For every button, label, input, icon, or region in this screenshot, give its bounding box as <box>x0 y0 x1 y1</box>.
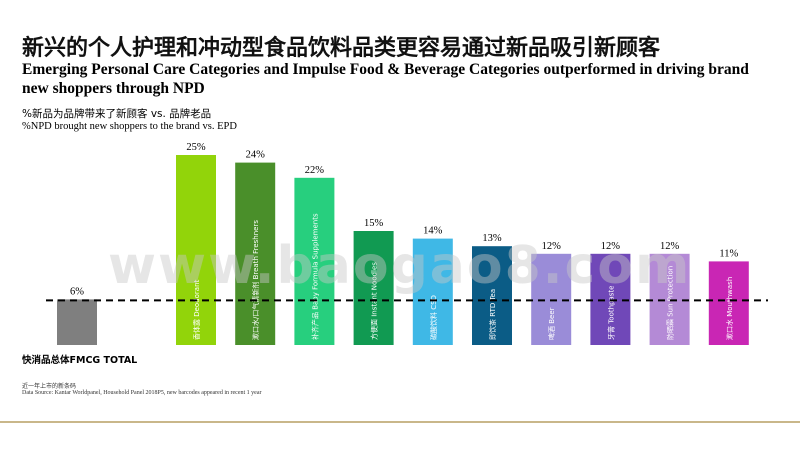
bar-5 <box>412 238 453 345</box>
bar-1 <box>176 155 216 345</box>
footnote-cn: 近一年上市的新条码 <box>22 383 77 390</box>
bar-category-label-9: 防晒霜 Sun Protection <box>666 266 675 340</box>
bottom-divider <box>0 421 800 423</box>
bar-category-label-1: 香体露 Deodorant <box>192 279 201 340</box>
bar-value-label-3: 22% <box>305 165 325 176</box>
bar-value-label-0: 6% <box>70 286 84 297</box>
bar-value-label-7: 12% <box>542 241 562 252</box>
bar-category-label-7: 啤酒 Beer <box>547 307 556 340</box>
bar-3 <box>294 177 335 345</box>
bar-value-label-4: 15% <box>364 218 384 229</box>
bar-value-label-10: 11% <box>719 248 738 259</box>
fmcg-total-label: 快消品总体FMCG TOTAL <box>22 355 138 366</box>
bar-2 <box>235 162 276 345</box>
data-source-note: Data Source: Kantar Worldpanel, Househol… <box>22 390 262 396</box>
bar-value-label-2: 24% <box>246 150 266 161</box>
bar-4 <box>353 231 394 345</box>
bar-value-label-6: 13% <box>482 233 502 244</box>
page-title-cn: 新兴的个人护理和冲动型食品饮料品类更容易通过新品吸引新顾客 <box>22 36 661 61</box>
bar-value-label-5: 14% <box>423 226 443 237</box>
bar-category-label-3: 补齐产品 Baby Formula Supplements <box>310 213 319 340</box>
page-title-en: Emerging Personal Care Categories and Im… <box>22 61 749 97</box>
bar-category-label-2: 漱口水/口气清新剂 Breath Freshners <box>251 220 260 340</box>
bar-10 <box>708 261 749 345</box>
chart-subtitle-cn: %新品为品牌带来了新顾客 vs. 品牌老品 <box>22 108 212 120</box>
bar-value-label-8: 12% <box>601 241 621 252</box>
bar-value-label-1: 25% <box>186 142 206 153</box>
bar-category-label-5: 碳酸饮料 CSD <box>429 295 438 340</box>
bar-category-label-10: 漱口水 Mouthwash <box>725 277 734 340</box>
bar-6 <box>472 246 512 345</box>
bar-value-label-9: 12% <box>660 241 680 252</box>
chart-subtitle-en: %NPD brought new shoppers to the brand v… <box>22 121 237 132</box>
bar-0 <box>57 299 97 345</box>
watermark-text: www.baogao8.com <box>108 236 692 296</box>
bar-category-label-8: 牙膏 Toothpaste <box>606 286 615 341</box>
bar-category-label-6: 即饮茶 RTD Tea <box>488 289 497 340</box>
